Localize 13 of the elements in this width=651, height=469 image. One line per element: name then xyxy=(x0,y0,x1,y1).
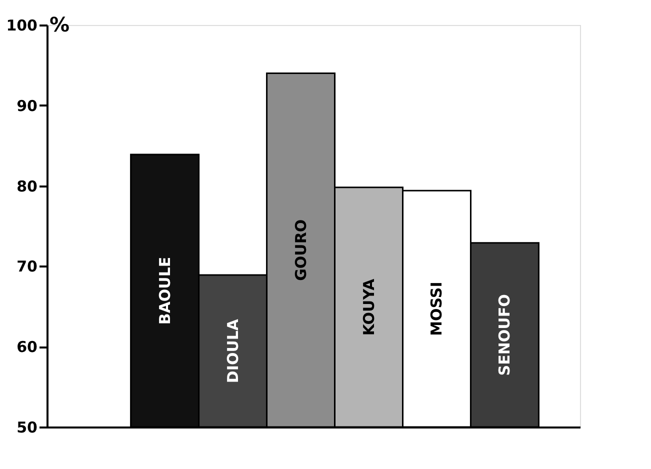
x-tick-label: GOURO xyxy=(292,219,310,281)
y-tick-label: 60 xyxy=(16,338,38,356)
x-tick-label: SENOUFO xyxy=(496,294,514,376)
y-axis-title: % xyxy=(49,12,70,36)
y-tick-label: 100 xyxy=(6,16,38,34)
x-tick-label: MOSSI xyxy=(428,282,446,336)
x-tick-label: DIOULA xyxy=(224,318,242,384)
y-tick-label: 50 xyxy=(16,418,38,436)
x-tick-label: KOUYA xyxy=(360,278,378,336)
x-tick-label: BAOULE xyxy=(156,256,174,325)
y-tick-label: 80 xyxy=(16,177,38,196)
y-tick-label: 90 xyxy=(16,96,38,115)
y-tick-label: 70 xyxy=(16,258,38,276)
